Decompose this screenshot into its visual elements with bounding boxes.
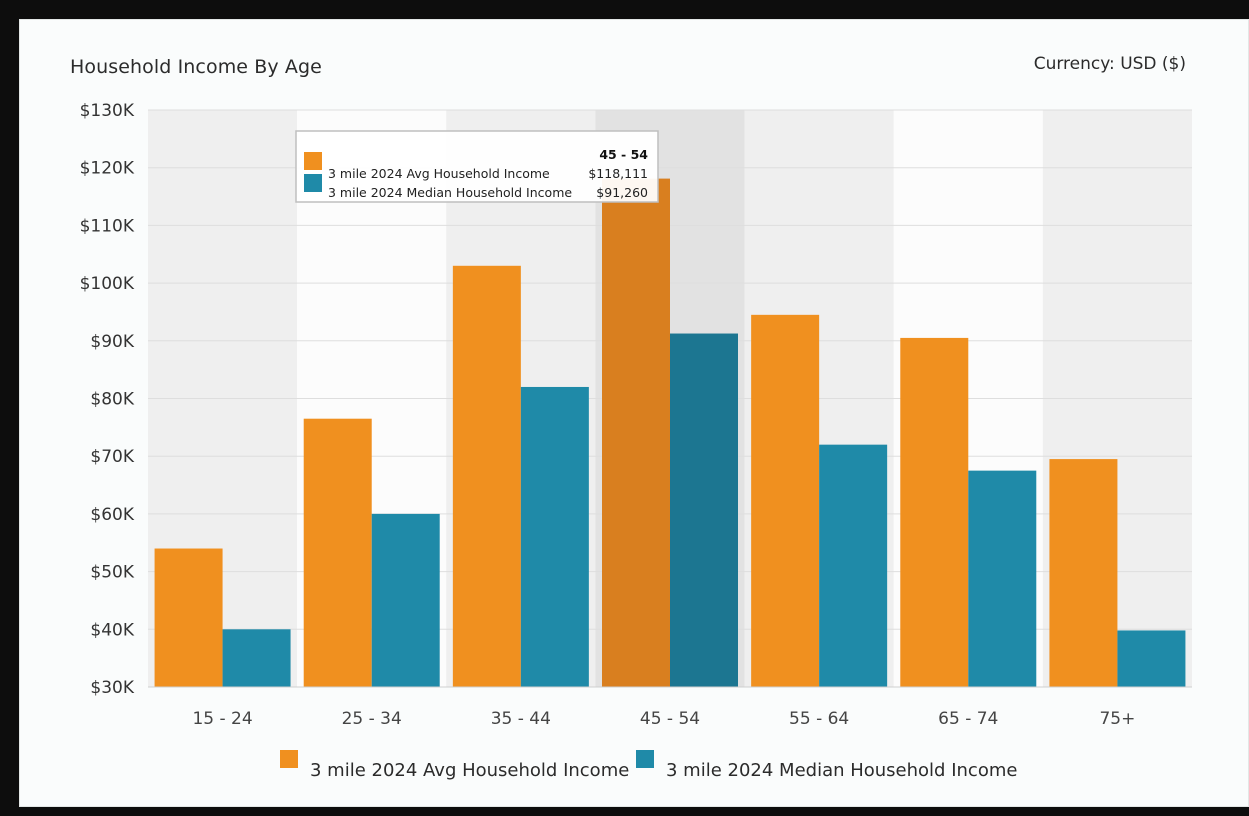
- x-axis: 15 - 24 25 - 34 35 - 44 45 - 54 55 - 64 65 - …: [148, 686, 1192, 729]
- x-tick-label: 35 - 44: [491, 709, 551, 729]
- currency-label: Currency: USD ($): [1033, 54, 1186, 74]
- y-tick-label: $120K: [80, 159, 135, 179]
- legend-median-swatch[interactable]: [636, 750, 654, 768]
- legend-median-label[interactable]: 3 mile 2024 Median Household Income: [666, 760, 1017, 781]
- avg-bar-0[interactable]: [154, 548, 223, 687]
- x-tick-label: 25 - 34: [342, 709, 402, 729]
- median-bar-4[interactable]: [819, 444, 888, 687]
- tooltip-row-value: $118,111: [588, 166, 648, 181]
- x-tick-label: 45 - 54: [640, 709, 700, 729]
- y-tick-label: $90K: [90, 332, 134, 352]
- median-bar-1[interactable]: [371, 513, 440, 687]
- median-bar-0[interactable]: [222, 629, 291, 687]
- tooltip-row-label: 3 mile 2024 Median Household Income: [328, 185, 572, 200]
- x-tick-label: 15 - 24: [192, 709, 252, 729]
- y-tick-label: $30K: [90, 678, 134, 698]
- bars: [154, 178, 1186, 687]
- y-tick-label: $40K: [90, 620, 134, 640]
- avg-bar-1[interactable]: [303, 418, 372, 687]
- avg-bar-3[interactable]: [602, 178, 670, 687]
- tooltip-category: 45 - 54: [599, 147, 648, 162]
- y-tick-label: $70K: [90, 447, 134, 467]
- tooltip-avg-swatch: [304, 152, 322, 170]
- median-bar-2[interactable]: [520, 386, 589, 687]
- y-tick-label: $130K: [80, 101, 135, 121]
- legend-avg-label[interactable]: 3 mile 2024 Avg Household Income: [310, 760, 629, 781]
- avg-bar-4[interactable]: [751, 314, 820, 687]
- median-bar-3[interactable]: [670, 333, 738, 687]
- y-tick-label: $110K: [80, 216, 135, 236]
- chart-title: Household Income By Age: [70, 56, 322, 78]
- tooltip-median-swatch: [304, 174, 322, 192]
- y-tick-label: $50K: [90, 563, 134, 583]
- median-bar-6[interactable]: [1117, 630, 1186, 687]
- avg-bar-5[interactable]: [900, 337, 969, 687]
- tooltip-row-label: 3 mile 2024 Avg Household Income: [328, 166, 550, 181]
- avg-bar-2[interactable]: [452, 265, 521, 687]
- y-axis: $30K $40K $50K $60K $70K $80K $90K $100K $110K $1…: [80, 101, 135, 698]
- tooltip: 45 - 54 3 mile 2024 Avg Household Income $…: [295, 130, 659, 203]
- avg-bar-6[interactable]: [1049, 459, 1118, 687]
- legend-avg-swatch[interactable]: [280, 750, 298, 768]
- y-tick-label: $100K: [80, 274, 135, 294]
- x-tick-label: 65 - 74: [938, 709, 998, 729]
- x-tick-label: 75+: [1099, 709, 1135, 729]
- y-tick-label: $80K: [90, 390, 134, 410]
- tooltip-row-value: $91,260: [596, 185, 648, 200]
- y-tick-label: $60K: [90, 505, 134, 525]
- x-tick-label: 55 - 64: [789, 709, 849, 729]
- tooltip-box: [295, 130, 659, 203]
- legend: 3 mile 2024 Avg Household Income 3 mile 2…: [280, 750, 1017, 781]
- median-bar-5[interactable]: [968, 470, 1037, 687]
